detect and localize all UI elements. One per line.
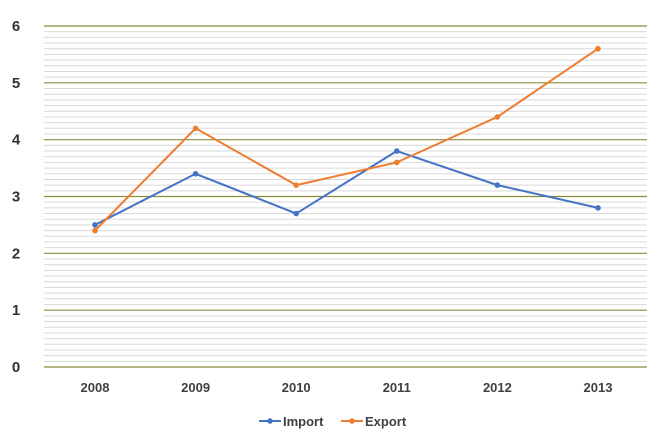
series-layer — [92, 45, 601, 234]
x-tick-label: 2013 — [584, 380, 613, 395]
y-tick-label: 5 — [12, 75, 20, 92]
data-point — [494, 114, 501, 120]
legend-item-export: Export — [341, 414, 407, 429]
minor-gridlines — [44, 31, 647, 362]
legend: Import Export — [259, 414, 407, 429]
y-axis-tick-labels: 0 1 2 3 4 5 6 — [12, 18, 21, 376]
y-tick-label: 0 — [12, 359, 20, 376]
y-tick-label: 4 — [12, 132, 21, 149]
data-point — [394, 148, 400, 154]
data-point — [92, 222, 98, 228]
series-line — [94, 150, 599, 226]
data-point — [595, 45, 601, 52]
x-tick-label: 2008 — [81, 380, 110, 395]
x-tick-label: 2011 — [383, 380, 411, 395]
x-tick-label: 2010 — [282, 380, 311, 395]
data-point — [595, 205, 601, 211]
y-tick-label: 6 — [12, 18, 20, 35]
series-import — [92, 148, 601, 228]
x-tick-label: 2009 — [181, 380, 210, 395]
data-point — [394, 159, 400, 166]
x-axis-tick-labels: 2008 2009 2010 2011 2012 2013 — [81, 380, 613, 395]
legend-label: Import — [283, 414, 324, 429]
legend-swatch-marker — [267, 418, 273, 424]
legend-item-import: Import — [259, 414, 324, 429]
x-tick-label: 2012 — [483, 380, 512, 395]
legend-swatch-marker — [349, 418, 355, 424]
data-point — [293, 210, 300, 217]
legend-label: Export — [365, 414, 407, 429]
series-line — [94, 47, 599, 232]
y-tick-label: 2 — [12, 245, 20, 262]
data-point — [192, 170, 199, 177]
y-tick-label: 3 — [12, 189, 20, 206]
data-point — [494, 182, 501, 188]
data-point — [92, 227, 98, 234]
data-point — [293, 182, 300, 188]
series-export — [92, 45, 601, 234]
y-tick-label: 1 — [12, 302, 20, 319]
data-point — [192, 125, 199, 132]
